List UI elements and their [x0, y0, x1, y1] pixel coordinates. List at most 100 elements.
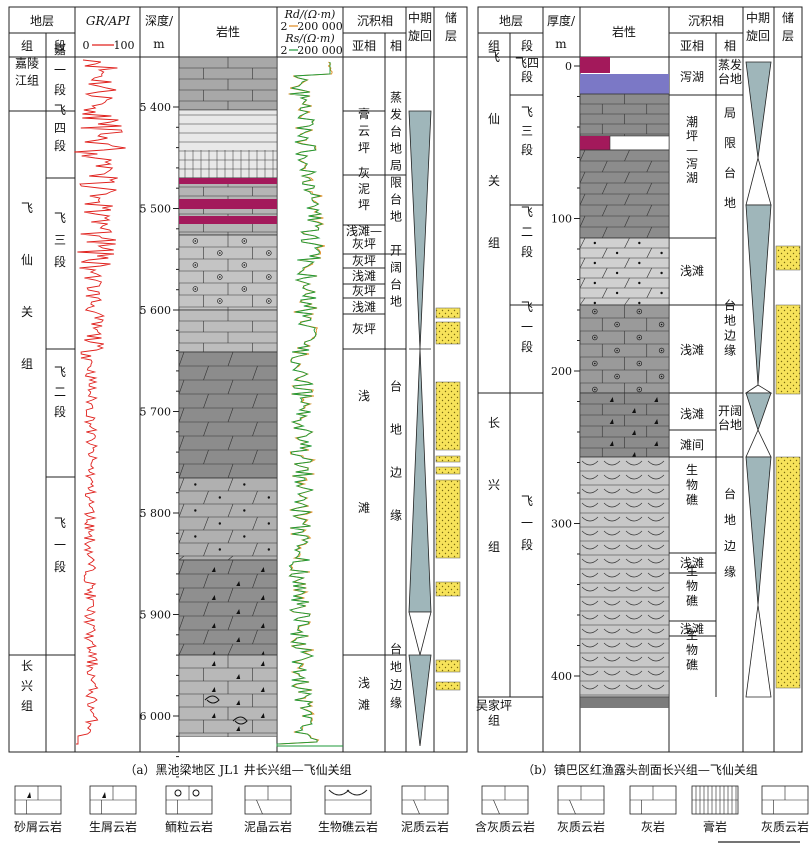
thickness-label: 100: [551, 213, 572, 226]
right-panel: 地层 组 段 厚度/ m 岩性 沉积相 亚相 相 中期旋回 储层 飞仙关组 长兴…: [476, 6, 803, 777]
right-header-group: 组: [488, 39, 500, 53]
legend-item: 生物礁云岩: [318, 785, 378, 834]
right-header-thickness: 厚度/: [547, 13, 576, 28]
legend-label: 灰质云岩: [557, 819, 605, 834]
reservoir-interval: [775, 245, 801, 271]
right-header-stratum: 地层: [499, 14, 523, 28]
legend-label: 泥质云岩: [401, 819, 449, 834]
legend-label: 砂屑云岩: [14, 819, 62, 834]
right-group-feixianguan: 飞仙关组: [488, 50, 500, 250]
thickness-label: 400: [551, 670, 572, 683]
legend-item: 灰质云岩: [557, 785, 605, 834]
reservoir-interval: [435, 307, 461, 319]
depth-label: 6 000: [140, 710, 172, 723]
right-facies-zhengfa: 蒸发台地: [718, 57, 742, 86]
right-header-lithology: 岩性: [612, 24, 636, 39]
left-header-gr-min: 0: [83, 39, 90, 52]
legend-label: 灰质云岩: [761, 819, 809, 834]
depth-label: 5 400: [140, 101, 172, 114]
legend-label: 生屑云岩: [89, 819, 137, 834]
depth-label: 5 800: [140, 507, 172, 520]
legend-item: 膏岩: [691, 785, 739, 834]
right-header-facies-col: 相: [724, 39, 736, 53]
reservoir-interval: [435, 479, 461, 559]
left-header-rd-max: 200 000: [297, 20, 343, 33]
legend: 砂屑云岩 生屑云岩 鲕粒云岩 泥晶云岩 生物礁云岩 泥质云岩 含灰质云岩 灰质云岩 灰岩 膏岩 灰质…: [14, 785, 809, 834]
left-sub-qiantan-4: 浅滩: [358, 676, 370, 712]
left-facies-bianyuan-1: 台地边缘: [390, 379, 402, 523]
right-header-facies: 沉积相: [688, 14, 724, 28]
right-header-thickness-unit: m: [555, 37, 567, 51]
left-panel: 地层 组 段 GR/API 0 100 深度/ m 岩性 Rd/(Ω·m) 2 …: [8, 6, 468, 798]
thickness-label: 300: [551, 518, 572, 531]
right-header-cycle: 中期旋回: [746, 10, 770, 43]
right-sub-chaoping-xiehu: 潮坪—泻湖: [686, 114, 698, 185]
depth-label: 5 900: [140, 609, 172, 622]
left-header-rd-min: 2: [281, 20, 288, 33]
legend-item: 生屑云岩: [89, 785, 137, 834]
left-sub-qiantan-1: 浅滩: [352, 269, 376, 283]
legend-label: 泥晶云岩: [244, 819, 292, 834]
left-sub-huiping-2: 灰坪: [352, 284, 376, 298]
legend-label: 鲕粒云岩: [165, 819, 213, 834]
left-facies-zhengfa: 蒸发台地: [390, 91, 402, 156]
right-member-fei3: 飞三段: [521, 105, 533, 157]
left-header-member: 段: [54, 38, 66, 53]
left-member-fei4: 飞四段: [54, 103, 66, 153]
legend-label: 灰岩: [641, 819, 665, 834]
left-group-feixianguan: 飞仙关组: [21, 201, 33, 371]
left-member-jia1: 嘉一段: [54, 43, 66, 97]
left-header-rs-min: 2: [281, 44, 288, 57]
right-sub-tanjian: 滩间: [680, 438, 704, 452]
left-header-facies: 沉积相: [357, 14, 393, 28]
left-facies-bianyuan-2: 台地边缘: [390, 641, 402, 710]
right-sub-qiantan-1: 浅滩: [680, 264, 704, 278]
legend-item: 泥质云岩: [401, 785, 449, 834]
right-sub-shengwujiao-3: 生物礁: [686, 628, 698, 672]
depth-label: 5 700: [140, 406, 172, 419]
left-sub-qiantan-3: 浅滩: [358, 389, 370, 515]
reservoir-interval: [775, 456, 801, 689]
reservoir-interval: [435, 659, 461, 673]
right-caption: （b）镇巴区红渔露头剖面长兴组—飞仙关组: [522, 762, 758, 777]
right-sub-qiantan-5: 浅滩: [680, 622, 704, 636]
right-group-wujiaping: 吴家坪组: [476, 698, 512, 728]
depth-axis: 5 400 5 500 5 600 5 700 5 800 5 900 6 000: [140, 101, 179, 798]
left-facies-kaikuo: 开阔台地: [390, 244, 402, 309]
reservoir-interval: [435, 581, 461, 597]
left-header-facies-col: 相: [390, 39, 402, 53]
right-reservoir-column: [775, 245, 801, 689]
left-member-fei1: 飞一段: [54, 516, 66, 574]
left-cycle-column: [408, 110, 432, 747]
reservoir-interval: [775, 304, 801, 395]
left-header-subfacies: 亚相: [352, 39, 376, 53]
left-group-jialingjiang: 嘉陵江组: [15, 57, 39, 88]
left-lithology-column: [179, 57, 277, 737]
reservoir-interval: [435, 455, 461, 463]
left-sub-huiping-3: 灰坪: [352, 322, 376, 336]
left-header-gr-max: 100: [114, 39, 135, 52]
left-header-gr: GR/API: [86, 14, 130, 28]
right-member-fei1a: 飞一段: [521, 300, 533, 354]
right-facies-kaikuo: 开阔台地: [718, 404, 742, 432]
left-header-rd: Rd/(Ω·m): [284, 8, 336, 21]
reservoir-interval: [435, 466, 461, 475]
right-lithology-column: [580, 57, 669, 708]
left-caption: （a）黑池梁地区 JL1 井长兴组—飞仙关组: [124, 762, 351, 777]
reservoir-interval: [435, 681, 461, 691]
right-sub-qiantan-3: 浅滩: [680, 407, 704, 421]
depth-label: 5 600: [140, 304, 172, 317]
left-header-lithology: 岩性: [216, 24, 240, 39]
legend-label: 生物礁云岩: [318, 819, 378, 834]
right-facies-bianyuan-2: 台地边缘: [724, 486, 736, 579]
reservoir-interval: [435, 381, 461, 451]
left-group-changxing: 长兴组: [21, 659, 33, 713]
gr-curve: [74, 59, 126, 745]
right-header-member: 段: [521, 38, 533, 53]
right-member-fei2: 飞二段: [521, 205, 533, 259]
left-sub-qiantan-2: 浅滩: [352, 300, 376, 314]
left-header-group: 组: [21, 39, 33, 53]
right-header-reservoir: 储层: [782, 10, 794, 43]
thickness-axis: 0 100 200 300 400: [551, 60, 580, 683]
